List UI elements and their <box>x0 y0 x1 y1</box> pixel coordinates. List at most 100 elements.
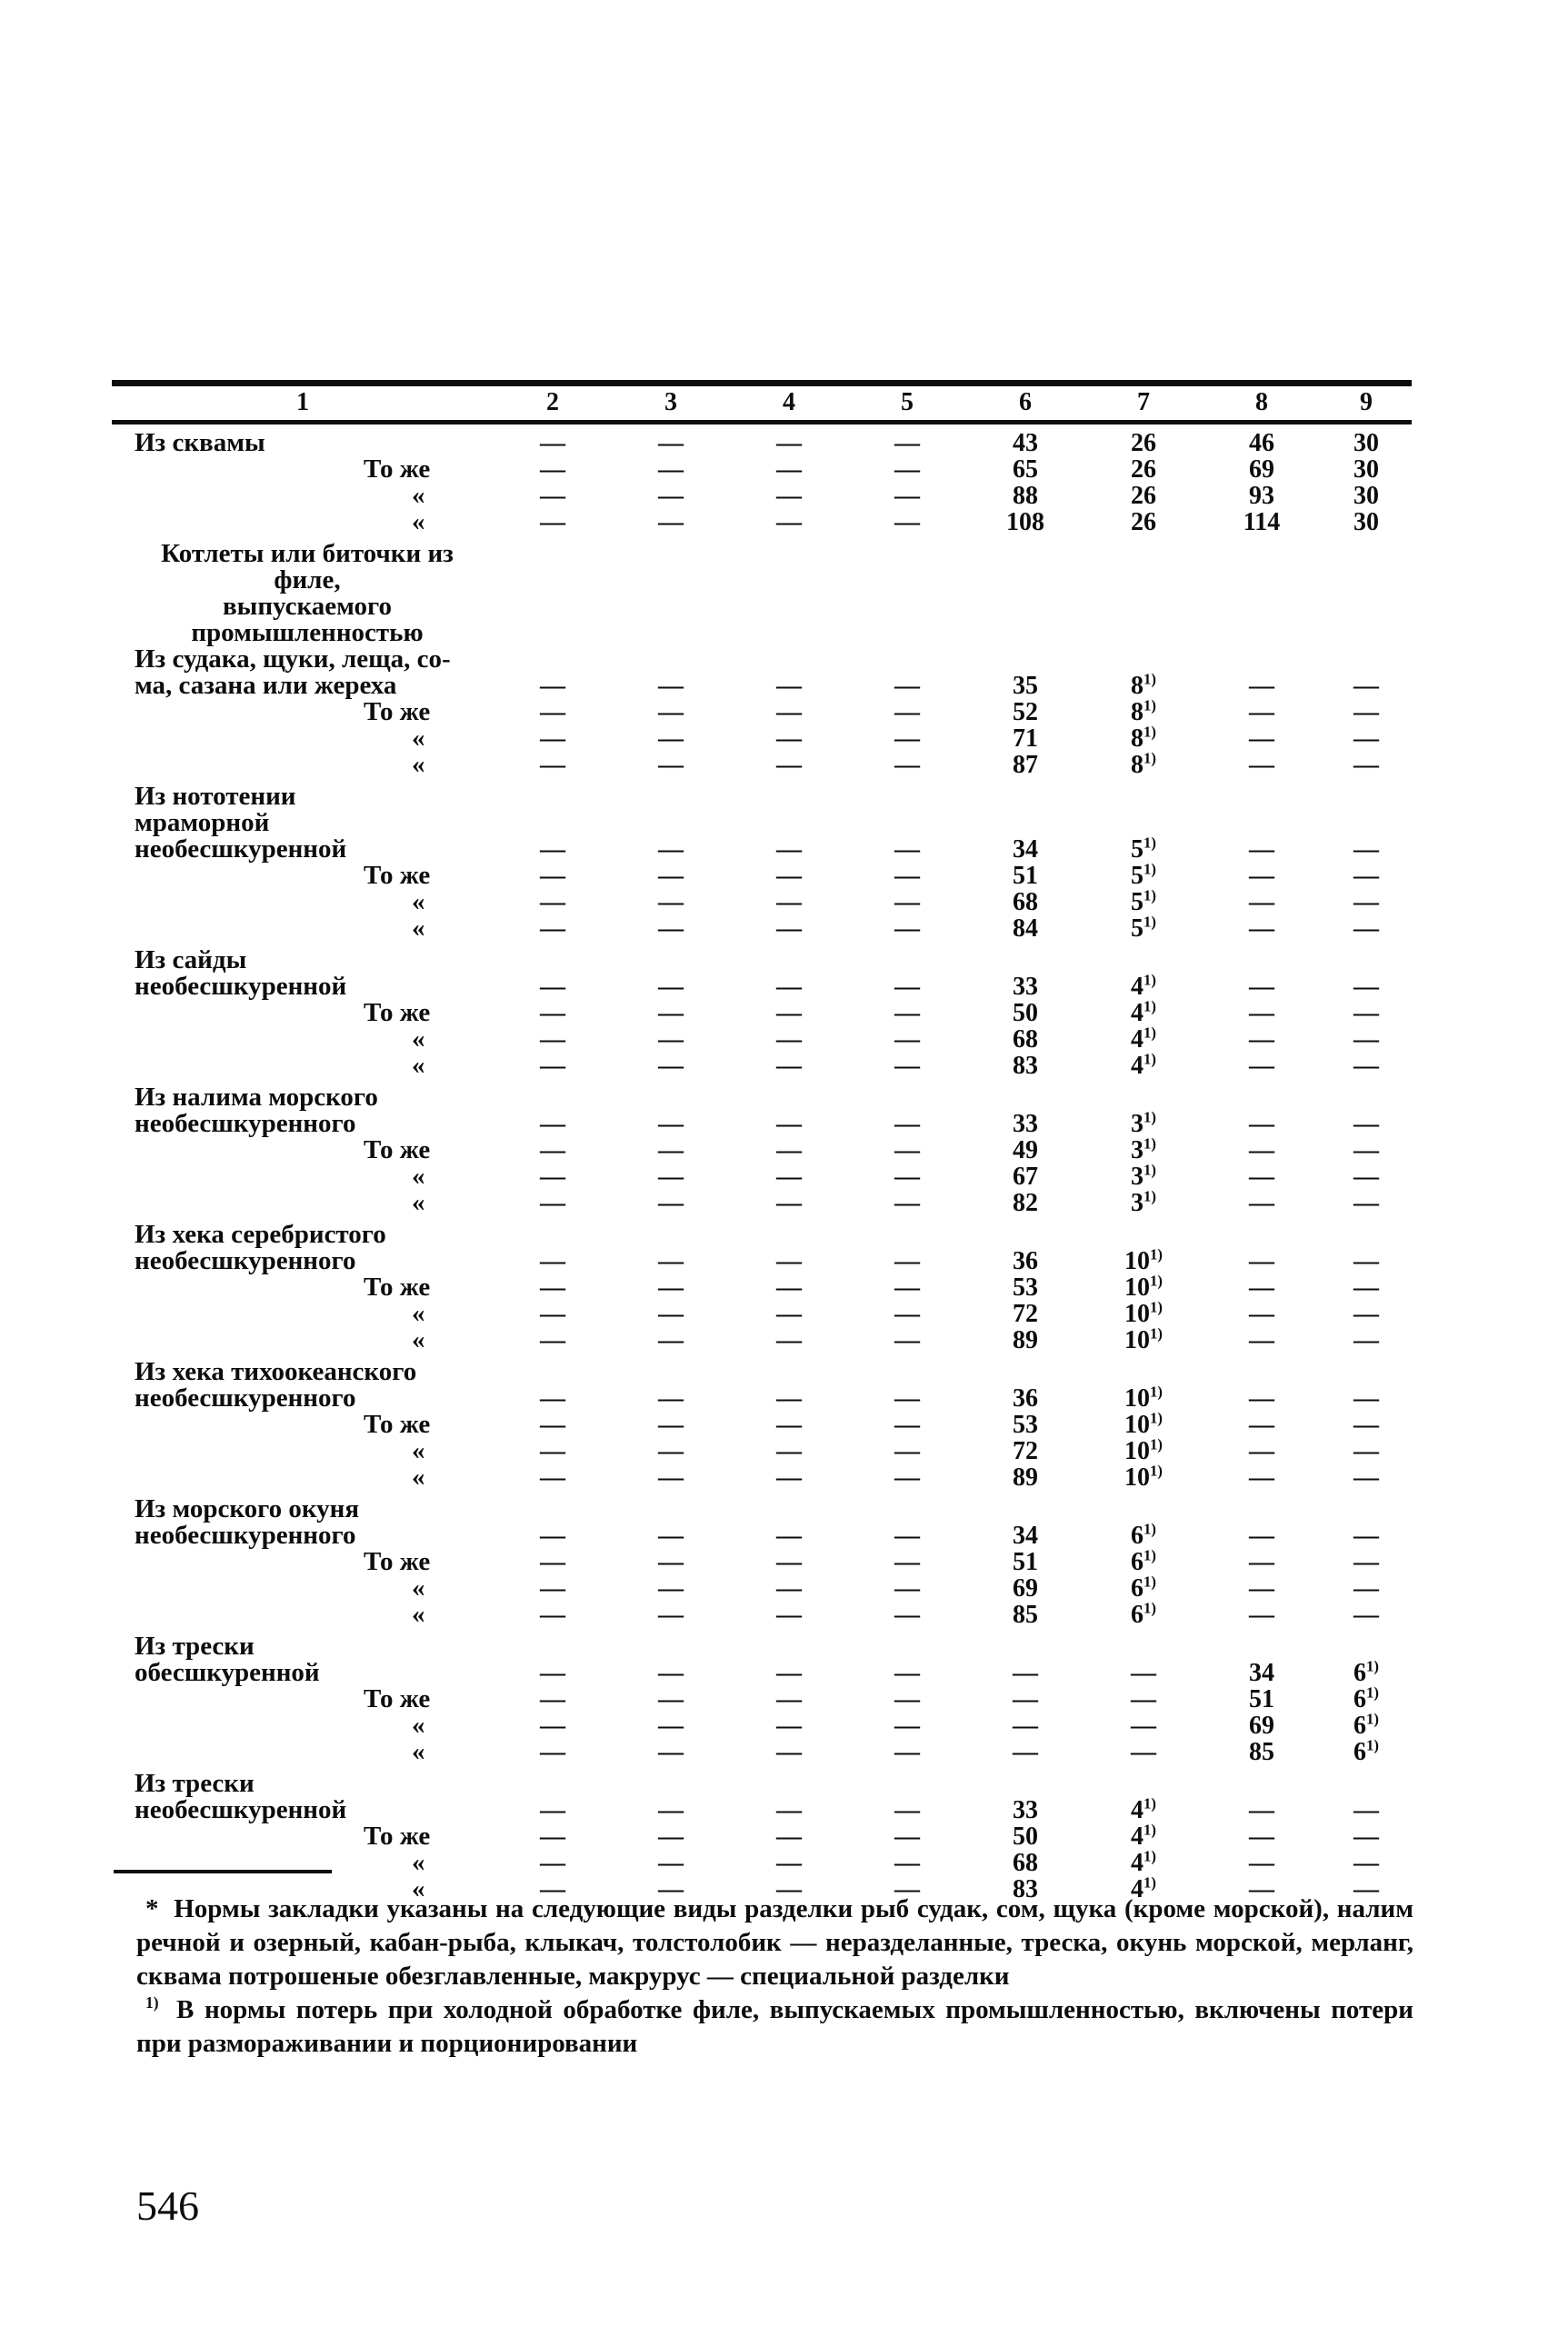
table-cell: 81) <box>1131 749 1156 779</box>
table-cell: — <box>1353 973 1379 1001</box>
table-cell: — <box>1353 1796 1379 1824</box>
row-label: выпускаемого промышленностью <box>191 592 424 647</box>
table-cell: — <box>540 455 565 484</box>
table-cell: 36 <box>1013 1247 1038 1275</box>
table-cell: 69 <box>1249 455 1274 484</box>
row-label: Из трески <box>135 1632 255 1661</box>
table-cell: — <box>894 888 920 916</box>
table-cell: — <box>894 1712 920 1740</box>
table-row: То же — — — — 51 51) — — <box>112 862 1412 890</box>
table-row: « — — — — 85 61) — — <box>112 1601 1412 1629</box>
table-cell: — <box>894 1273 920 1302</box>
table-cell: 30 <box>1353 482 1379 510</box>
table-cell: — <box>894 1875 920 1903</box>
table-cell: — <box>540 1025 565 1054</box>
table-cell: — <box>540 508 565 536</box>
table-row: обесшкуренной — — — — — — 34 61) <box>112 1657 1412 1686</box>
row-label: « <box>412 1848 425 1877</box>
table-cell: — <box>1249 1463 1274 1492</box>
table-cell: — <box>894 429 920 457</box>
table-cell: — <box>894 1796 920 1824</box>
table-cell: — <box>1249 698 1274 726</box>
table-cell: 26 <box>1131 455 1156 484</box>
table-row: « — — — — 84 51) — — <box>112 913 1412 943</box>
table-cell: — <box>894 1136 920 1164</box>
table-cell: — <box>1249 724 1274 753</box>
table-cell: — <box>540 1548 565 1576</box>
row-label: « <box>412 750 425 779</box>
footnote-marker: 1) <box>1150 1298 1163 1316</box>
table-cell: — <box>540 1738 565 1766</box>
table-cell: 46 <box>1249 429 1274 457</box>
table-cell: — <box>1353 1300 1379 1328</box>
table-cell: — <box>894 999 920 1027</box>
footnote-marker: 1) <box>1144 971 1156 989</box>
table-cell: 89 <box>1013 1463 1038 1492</box>
row-label: То же <box>364 1135 431 1164</box>
table-cell: — <box>658 1411 684 1439</box>
footnote-marker: 1) <box>1144 1794 1156 1813</box>
footnote-marker: 1) <box>1150 1435 1163 1453</box>
table-cell: — <box>1249 1875 1274 1903</box>
table-cell: 34 <box>1013 835 1038 864</box>
table-cell: — <box>658 914 684 943</box>
table-cell: — <box>1353 1273 1379 1302</box>
table-cell: — <box>658 999 684 1027</box>
table-cell: — <box>658 1025 684 1054</box>
table-cell: — <box>776 888 802 916</box>
table-cell: — <box>540 1601 565 1629</box>
table-cell: — <box>776 508 802 536</box>
table-cell: — <box>1249 1849 1274 1877</box>
footnote-marker: 1) <box>1366 1657 1379 1675</box>
table-cell: — <box>776 1326 802 1354</box>
table-cell: — <box>1013 1738 1038 1766</box>
table-cell: — <box>1353 1463 1379 1492</box>
table-cell: — <box>776 698 802 726</box>
table-cell: — <box>1249 973 1274 1001</box>
table-row: Из судака, щуки, леща, со- <box>112 646 1412 673</box>
table-cell: — <box>894 1163 920 1191</box>
table-cell: — <box>776 429 802 457</box>
table-cell: — <box>776 1163 802 1191</box>
table-cell: — <box>894 1189 920 1217</box>
table-cell: — <box>1131 1738 1156 1766</box>
table-cell: — <box>540 1300 565 1328</box>
row-label: « <box>412 1711 425 1740</box>
table-cell: 41) <box>1131 1821 1156 1851</box>
row-label: То же <box>364 1822 431 1851</box>
table-cell: 82 <box>1013 1189 1038 1217</box>
table-cell: — <box>776 1685 802 1713</box>
footnote-marker: 1) <box>1150 1409 1163 1427</box>
row-label: необесшкуренного <box>135 1246 356 1275</box>
table-cell: — <box>658 1738 684 1766</box>
table-cell: — <box>776 455 802 484</box>
footnote-marker: 1) <box>1144 1847 1156 1865</box>
table-cell: — <box>1353 1189 1379 1217</box>
table-cell: — <box>776 999 802 1027</box>
table-cell: — <box>1353 1875 1379 1903</box>
table-cell: 51) <box>1131 913 1156 943</box>
table-cell: — <box>658 482 684 510</box>
column-header: 5 <box>901 388 914 416</box>
table-cell: — <box>540 973 565 1001</box>
table-cell: — <box>894 698 920 726</box>
table-cell: — <box>658 1601 684 1629</box>
table-cell: — <box>540 1273 565 1302</box>
table-cell: — <box>658 751 684 779</box>
table-row: « — — — — 108 26 114 30 <box>112 508 1412 536</box>
table-cell: — <box>1353 751 1379 779</box>
table-cell: — <box>1353 1574 1379 1603</box>
footnote-item: * Нормы закладки указаны на следующие ви… <box>136 1894 1413 1991</box>
row-label: необесшкуренного <box>135 1383 356 1413</box>
table-cell: — <box>658 888 684 916</box>
table-cell: 26 <box>1131 482 1156 510</box>
table-row: « — — — — 72 101) — — <box>112 1298 1412 1328</box>
table-cell: 49 <box>1013 1136 1038 1164</box>
footnote-marker: 1) <box>1144 997 1156 1015</box>
footnote-marker: 1) <box>1144 1187 1156 1205</box>
table-cell: — <box>894 862 920 890</box>
table-cell: — <box>1353 672 1379 700</box>
table-cell: — <box>894 1463 920 1492</box>
table-cell: 101) <box>1124 1383 1163 1413</box>
table-cell: — <box>658 1823 684 1851</box>
